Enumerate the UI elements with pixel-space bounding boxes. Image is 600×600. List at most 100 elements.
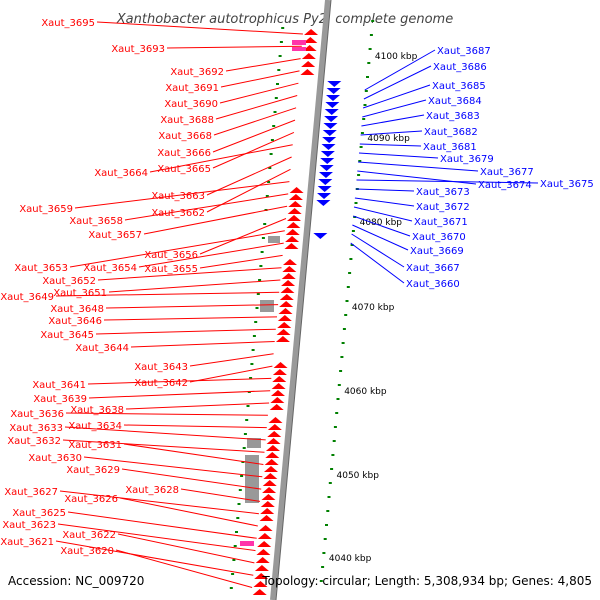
leader-line-left	[67, 511, 257, 539]
grey-feature	[245, 455, 259, 503]
leader-line-left	[212, 119, 296, 153]
gene-label-right: Xaut_3674	[478, 180, 532, 191]
forward-gene-glyph	[281, 280, 296, 286]
gene-label-left: Xaut_3641	[32, 380, 86, 391]
gc-dot	[254, 321, 258, 323]
gene-label-left: Xaut_3623	[2, 520, 56, 531]
leader-line-left	[199, 218, 287, 255]
forward-gene-glyph	[261, 494, 276, 500]
gc-dot	[319, 580, 323, 582]
gc-dot	[278, 55, 282, 57]
gene-label-left: Xaut_3630	[28, 453, 82, 464]
gene-label-left: Xaut_3648	[50, 304, 104, 315]
forward-gene-glyph	[289, 187, 304, 193]
leader-line-left	[213, 107, 297, 136]
forward-gene-glyph	[264, 466, 279, 472]
gene-label-left: Xaut_3646	[48, 316, 102, 327]
gene-label-left: Xaut_3666	[157, 148, 211, 159]
reverse-gene-glyph	[321, 144, 336, 150]
leader-line-left	[88, 390, 271, 399]
gene-label-right: Xaut_3682	[424, 127, 478, 138]
gene-label-left: Xaut_3622	[62, 530, 116, 541]
gc-dot	[279, 41, 283, 43]
reverse-gene-glyph	[318, 179, 333, 185]
leader-line-right	[354, 197, 415, 207]
forward-gene-glyph	[287, 208, 302, 214]
leader-line-left	[121, 468, 262, 490]
gene-label-left: Xaut_3663	[151, 191, 205, 202]
gc-dot	[330, 468, 334, 470]
forward-gene-glyph	[302, 45, 317, 51]
gc-dot	[322, 552, 326, 554]
gc-dot	[249, 377, 253, 379]
genome-summary-text: Topology: circular; Length: 5,308,934 bp…	[261, 574, 592, 588]
gene-label-left: Xaut_3625	[12, 508, 66, 519]
leader-line-left	[125, 402, 270, 410]
forward-gene-glyph	[260, 501, 275, 507]
forward-gene-glyph	[265, 445, 280, 451]
genome-backbone	[270, 0, 331, 600]
left-label-group: Xaut_3695 Xaut_3693 Xaut_3692 Xaut_3691 Xaut…	[0, 18, 303, 588]
gc-dot	[233, 545, 237, 547]
gc-dot	[263, 223, 267, 225]
gc-dot	[349, 258, 353, 260]
gene-label-left: Xaut_3662	[151, 208, 205, 219]
leader-line-left	[87, 377, 272, 385]
leader-line-left	[97, 267, 282, 281]
forward-gene-glyph	[286, 222, 301, 228]
forward-gene-glyph	[282, 266, 297, 272]
reverse-gene-glyph	[327, 81, 342, 87]
leader-line-right	[356, 179, 539, 184]
gc-dot	[273, 111, 277, 113]
forward-gene-glyph	[269, 404, 284, 410]
gc-dot	[368, 48, 372, 50]
gene-label-left: Xaut_3638	[70, 405, 124, 416]
leader-line-right	[358, 152, 439, 159]
forward-gene-glyph	[273, 362, 288, 368]
forward-gene-glyph	[272, 369, 287, 375]
forward-gene-glyph	[287, 215, 302, 221]
gene-label-right: Xaut_3675	[540, 179, 594, 190]
scale-tick-label: 4100 kbp	[375, 52, 418, 62]
leader-line-right	[359, 143, 422, 147]
gene-label-right: Xaut_3671	[414, 217, 468, 228]
gc-dot	[243, 433, 247, 435]
leader-line-left	[189, 365, 273, 383]
gene-label-left: Xaut_3693	[111, 44, 165, 55]
gene-label-right: Xaut_3683	[426, 111, 480, 122]
gc-dot	[344, 314, 348, 316]
leader-line-left	[105, 304, 279, 309]
gc-dot	[345, 300, 349, 302]
gc-dot	[255, 307, 259, 309]
leader-line-left	[220, 70, 300, 88]
gene-label-left: Xaut_3636	[10, 409, 64, 420]
gene-label-left: Xaut_3633	[9, 423, 63, 434]
gene-label-left: Xaut_3665	[157, 164, 211, 175]
leader-line-right	[351, 233, 405, 268]
leader-line-left	[62, 439, 265, 453]
gene-label-left: Xaut_3652	[42, 276, 96, 287]
grey-feature	[260, 300, 274, 312]
gc-dot	[265, 195, 269, 197]
gc-dot	[333, 426, 337, 428]
forward-gene-glyph	[267, 424, 282, 430]
forward-gene-glyph	[252, 589, 267, 595]
gc-dot	[360, 132, 364, 134]
gc-dot	[351, 230, 355, 232]
reverse-gene-glyph	[322, 137, 337, 143]
gc-dot	[350, 244, 354, 246]
gc-dot	[363, 104, 367, 106]
forward-gene-glyph	[275, 336, 290, 342]
gc-dot	[272, 125, 276, 127]
forward-gene-glyph	[279, 294, 294, 300]
gc-dot	[362, 118, 366, 120]
forward-gene-glyph	[262, 480, 277, 486]
reverse-gene-glyph	[320, 151, 335, 157]
forward-gene-glyph	[300, 69, 315, 75]
gene-label-left: Xaut_3657	[88, 230, 142, 241]
forward-gene-glyph	[262, 487, 277, 493]
gc-dot	[331, 454, 335, 456]
leader-line-left	[166, 45, 302, 49]
gene-label-left: Xaut_3634	[68, 421, 122, 432]
